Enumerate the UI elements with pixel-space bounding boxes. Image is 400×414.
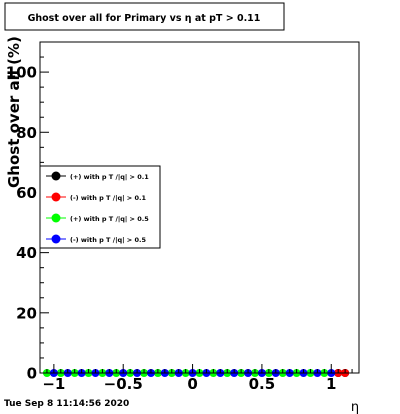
x-axis: −1 −0.5 0 0.5 1 (39, 364, 360, 393)
y-tick-label: 80 (16, 124, 37, 142)
legend: (+) with p T /|q| > 0.1 (-) with p T /|q|… (39, 165, 161, 249)
y-axis-label: Ghost over all (%) (5, 36, 23, 188)
x-tick-label: −1 (42, 375, 65, 393)
legend-marker (51, 213, 61, 223)
legend-label: (+) with p T /|q| > 0.5 (70, 215, 149, 224)
legend-item: (-) with p T /|q| > 0.1 (46, 192, 146, 203)
y-tick-label: 60 (16, 184, 37, 202)
legend-label: (+) with p T /|q| > 0.1 (70, 173, 149, 182)
legend-item: (-) with p T /|q| > 0.5 (46, 234, 146, 245)
legend-marker (51, 192, 61, 202)
timestamp: Tue Sep 8 11:14:56 2020 (4, 399, 130, 409)
legend-marker (51, 171, 61, 181)
x-axis-label: η (351, 400, 359, 414)
x-tick-label: 0 (187, 375, 197, 393)
x-tick-label: 1 (326, 375, 336, 393)
legend-item: (+) with p T /|q| > 0.5 (46, 213, 149, 224)
x-tick-label: −0.5 (104, 375, 143, 393)
x-tick-label: 0.5 (249, 375, 276, 393)
y-axis: 0 20 40 60 80 100 (6, 41, 49, 383)
legend-box (39, 165, 161, 249)
y-tick-label: 0 (27, 365, 37, 383)
legend-label: (-) with p T /|q| > 0.5 (70, 236, 146, 245)
legend-item: (+) with p T /|q| > 0.1 (46, 171, 149, 182)
chart-title: Ghost over all for Primary vs η at pT > … (28, 13, 261, 24)
y-tick-label: 20 (16, 304, 37, 322)
y-tick-label: 40 (16, 244, 37, 262)
legend-marker (51, 234, 61, 244)
y-tick-label: 100 (6, 64, 37, 82)
title-box (4, 2, 285, 31)
legend-label: (-) with p T /|q| > 0.1 (70, 194, 146, 203)
